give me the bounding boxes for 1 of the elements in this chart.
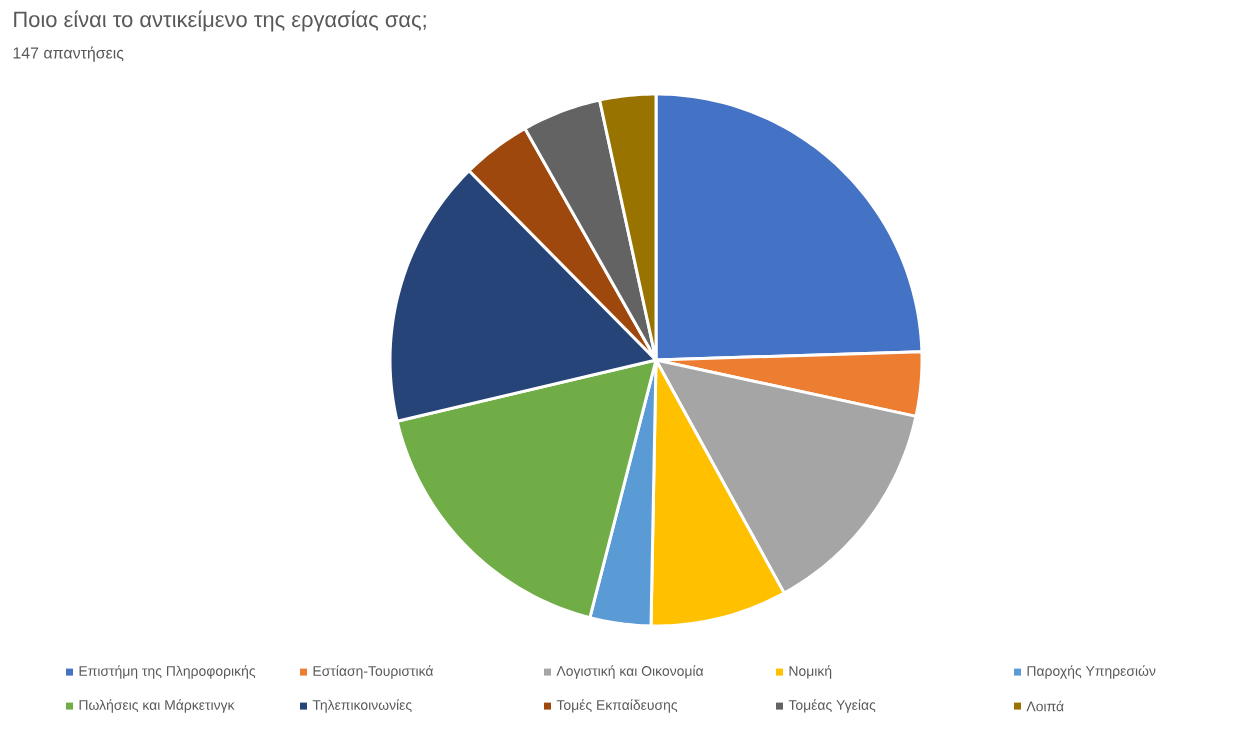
chart-title: Ποιο είναι το αντικείμενο της εργασίας σας; [14,10,426,32]
